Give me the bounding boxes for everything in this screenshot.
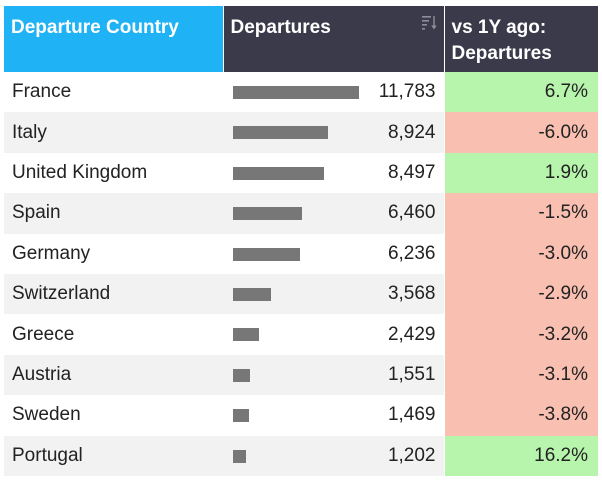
departures-table-container: Departure Country Departures vs xyxy=(4,6,598,476)
country-cell: Greece xyxy=(4,314,223,355)
departures-cell: 1,551 xyxy=(223,354,444,396)
departures-bar xyxy=(233,368,250,382)
departures-cell: 8,497 xyxy=(223,152,444,194)
sort-descending-icon[interactable] xyxy=(421,15,437,30)
departures-bar xyxy=(233,409,249,423)
table-row[interactable]: Switzerland 3,568 -2.9% xyxy=(4,273,598,315)
table-row[interactable]: Spain 6,460 -1.5% xyxy=(4,193,598,234)
country-cell: Germany xyxy=(4,233,223,274)
country-cell: Sweden xyxy=(4,395,223,436)
departures-value: 3,568 xyxy=(387,283,436,305)
departures-cell: 6,236 xyxy=(223,233,444,274)
header-row: Departure Country Departures vs xyxy=(4,6,598,72)
yoy-change-cell: -3.2% xyxy=(443,314,598,355)
table-row[interactable]: Germany 6,236 -3.0% xyxy=(4,233,598,274)
yoy-change-cell: 16.2% xyxy=(443,435,598,476)
departures-bar xyxy=(233,86,359,99)
table-row[interactable]: Italy 8,924 -6.0% xyxy=(4,112,598,153)
table-row[interactable]: Austria 1,551 -3.1% xyxy=(4,354,598,396)
yoy-change-cell: -3.0% xyxy=(443,233,598,274)
departures-table: Departure Country Departures vs xyxy=(4,6,598,476)
departures-value: 6,460 xyxy=(387,202,436,224)
departures-cell: 3,568 xyxy=(223,273,444,315)
table-row[interactable]: Portugal 1,202 16.2% xyxy=(4,435,598,476)
departures-value: 6,236 xyxy=(387,242,436,264)
departures-value: 11,783 xyxy=(378,81,436,103)
country-cell: Portugal xyxy=(4,435,223,476)
departures-value: 8,497 xyxy=(387,161,436,183)
departures-cell: 8,924 xyxy=(223,112,444,153)
yoy-change-cell: 1.9% xyxy=(443,152,598,194)
column-header-yoy-label: vs 1Y ago: Departures xyxy=(452,6,592,67)
departures-value: 8,924 xyxy=(387,121,436,143)
column-header-country[interactable]: Departure Country xyxy=(4,6,223,72)
yoy-change-cell: -1.5% xyxy=(443,193,598,234)
country-cell: Italy xyxy=(4,112,223,153)
departures-bar xyxy=(233,126,328,140)
yoy-change-cell: -2.9% xyxy=(443,273,598,315)
departures-value: 2,429 xyxy=(387,323,436,345)
departures-cell: 1,202 xyxy=(223,435,444,476)
departures-bar xyxy=(233,449,246,463)
yoy-change-cell: -3.1% xyxy=(443,354,598,396)
table-row[interactable]: Greece 2,429 -3.2% xyxy=(4,314,598,355)
yoy-change-cell: -6.0% xyxy=(443,112,598,153)
country-cell: Austria xyxy=(4,354,223,396)
table-row[interactable]: Sweden 1,469 -3.8% xyxy=(4,395,598,436)
column-header-country-label: Departure Country xyxy=(11,17,179,38)
country-cell: Switzerland xyxy=(4,273,223,315)
departures-bar xyxy=(233,247,300,261)
departures-value: 1,469 xyxy=(387,404,436,426)
column-header-yoy-line1: vs 1Y ago: xyxy=(451,17,547,38)
table-row[interactable]: France 11,783 6.7% xyxy=(4,72,598,113)
country-cell: United Kingdom xyxy=(4,152,223,194)
yoy-change-cell: -3.8% xyxy=(443,395,598,436)
column-header-yoy-line2: Departures xyxy=(451,43,552,64)
departures-bar xyxy=(233,328,259,342)
country-cell: France xyxy=(4,72,223,113)
departures-cell: 11,783 xyxy=(223,72,444,113)
departures-cell: 2,429 xyxy=(223,314,444,355)
departures-bar xyxy=(233,207,302,221)
departures-value: 1,551 xyxy=(387,363,436,385)
column-header-yoy[interactable]: vs 1Y ago: Departures xyxy=(443,6,598,72)
departures-bar xyxy=(233,287,271,301)
departures-cell: 6,460 xyxy=(223,193,444,234)
column-header-departures[interactable]: Departures xyxy=(222,6,444,72)
table-body: France 11,783 6.7% Italy 8,924 -6.0% United Ki… xyxy=(4,72,598,476)
column-header-departures-label: Departures xyxy=(230,17,331,38)
yoy-change-cell: 6.7% xyxy=(443,72,598,113)
departures-value: 1,202 xyxy=(387,444,436,466)
departures-cell: 1,469 xyxy=(223,395,444,436)
table-row[interactable]: United Kingdom 8,497 1.9% xyxy=(4,152,598,194)
country-cell: Spain xyxy=(4,193,223,234)
departures-bar xyxy=(233,166,324,180)
